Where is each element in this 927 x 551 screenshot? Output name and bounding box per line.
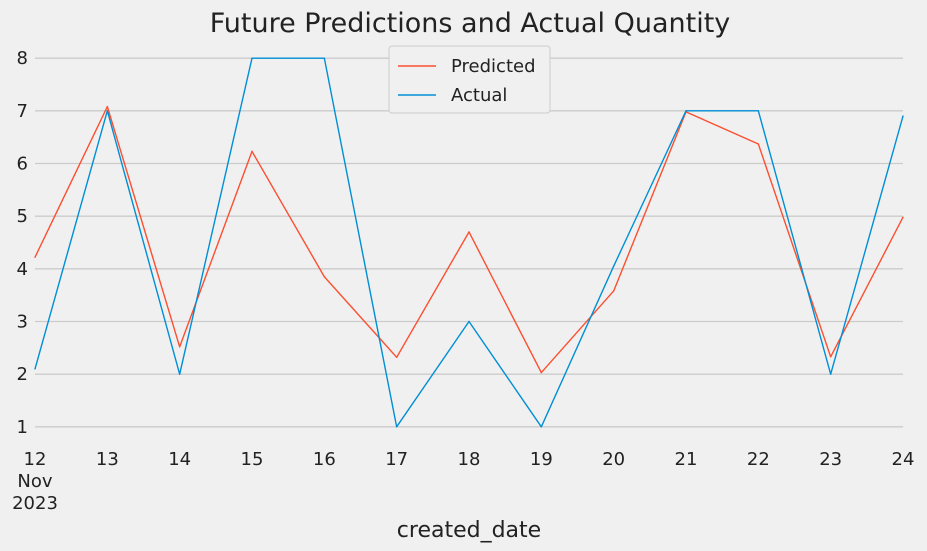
x-tick-label-21: 21 xyxy=(675,449,698,470)
y-tick-label-8: 8 xyxy=(17,48,28,69)
data-point-predicted-15 xyxy=(251,150,253,153)
data-point-predicted-19 xyxy=(540,371,543,374)
series-lines xyxy=(34,57,904,428)
data-point-predicted-18 xyxy=(468,231,470,233)
x-tick-label-14: 14 xyxy=(168,449,191,470)
y-tick-label-2: 2 xyxy=(17,364,28,385)
legend-box xyxy=(388,45,551,114)
data-point-actual-20 xyxy=(612,265,615,267)
data-point-actual-17 xyxy=(395,426,398,428)
x-axis-sub-label-year: 2023 xyxy=(12,493,58,514)
y-tick-label-6: 6 xyxy=(17,154,28,175)
data-point-actual-24 xyxy=(902,115,904,117)
data-point-actual-16 xyxy=(323,57,326,59)
y-tick-label-5: 5 xyxy=(17,206,28,227)
x-tick-label-20: 20 xyxy=(602,449,625,470)
data-point-predicted-16 xyxy=(323,276,326,278)
chart-title: Future Predictions and Actual Quantity xyxy=(210,8,731,39)
legend: Predicted Actual xyxy=(388,45,551,114)
data-point-actual-13 xyxy=(106,110,109,112)
x-tick-label-19: 19 xyxy=(530,449,553,470)
y-tick-label-1: 1 xyxy=(17,417,28,438)
data-point-predicted-12 xyxy=(34,256,36,258)
data-point-predicted-23 xyxy=(829,356,832,358)
y-tick-label-7: 7 xyxy=(17,101,28,122)
x-axis-label: created_date xyxy=(397,518,541,543)
data-point-actual-15 xyxy=(251,57,253,59)
data-point-actual-12 xyxy=(34,368,36,370)
data-point-actual-22 xyxy=(757,110,760,112)
x-tick-label-24: 24 xyxy=(892,449,915,470)
data-point-predicted-24 xyxy=(902,216,904,218)
data-point-actual-18 xyxy=(468,320,470,323)
legend-label-actual: Actual xyxy=(451,85,507,106)
data-point-predicted-14 xyxy=(178,346,181,348)
data-point-actual-21 xyxy=(685,110,687,112)
x-tick-label-23: 23 xyxy=(819,449,842,470)
legend-label-predicted: Predicted xyxy=(451,56,536,77)
data-point-predicted-17 xyxy=(395,356,398,359)
x-axis-sub-label-month: Nov xyxy=(17,471,52,492)
x-tick-label-18: 18 xyxy=(458,449,481,470)
y-tick-label-4: 4 xyxy=(17,259,28,280)
x-tick-labels: 12 13 14 15 16 17 18 19 20 21 22 23 24 xyxy=(24,449,915,470)
x-tick-label-15: 15 xyxy=(241,449,264,470)
y-tick-labels: 1 2 3 4 5 6 7 8 xyxy=(17,48,28,438)
data-point-actual-14 xyxy=(178,373,181,375)
data-point-predicted-20 xyxy=(612,290,615,292)
y-tick-label-3: 3 xyxy=(17,312,28,333)
data-point-predicted-22 xyxy=(757,143,760,145)
data-point-actual-19 xyxy=(540,426,543,428)
x-tick-label-22: 22 xyxy=(747,449,770,470)
data-point-predicted-13 xyxy=(106,105,109,108)
x-tick-label-16: 16 xyxy=(313,449,336,470)
x-tick-label-13: 13 xyxy=(96,449,119,470)
x-tick-label-12: 12 xyxy=(24,449,47,470)
x-tick-label-17: 17 xyxy=(385,449,408,470)
data-point-actual-23 xyxy=(829,373,832,375)
